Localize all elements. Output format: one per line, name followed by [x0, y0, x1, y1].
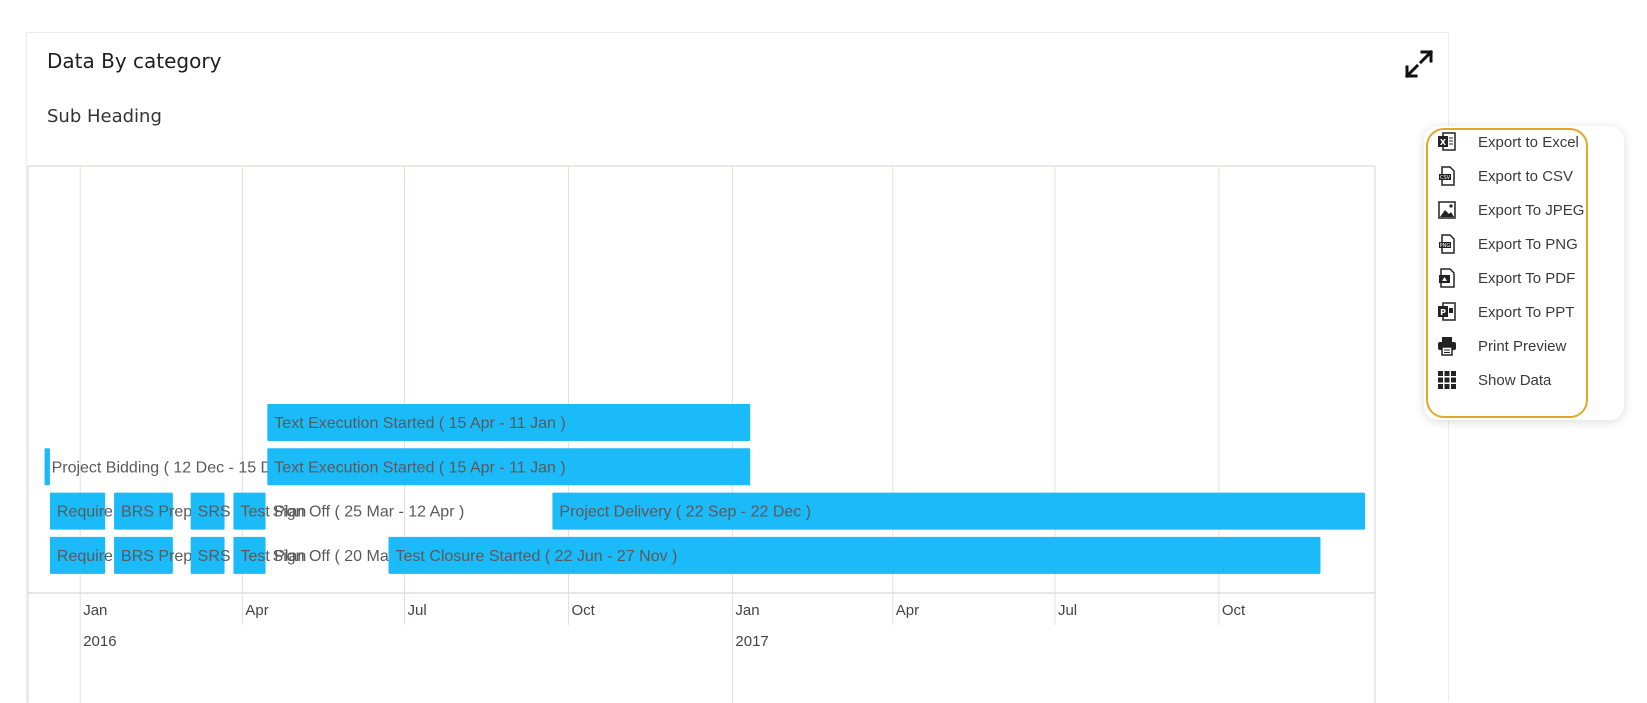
export-csv-label: Export to CSV	[1478, 167, 1574, 185]
timeline-bar-label: BRS Prep	[121, 504, 192, 521]
export-excel-label: Export to Excel	[1478, 133, 1579, 151]
timeline-bar	[114, 536, 173, 574]
timeline-bar	[267, 448, 751, 486]
timeline-bar-label: SRS	[198, 504, 231, 521]
timeline-bar	[267, 404, 751, 441]
timeline-bar	[49, 492, 106, 530]
timeline-bar-label: Project Delivery ( 22 Sep - 22 Dec )	[559, 504, 811, 521]
expand-icon[interactable]	[1403, 48, 1435, 80]
export-pdf-label: Export To PDF	[1478, 269, 1576, 287]
x-tick-label: Jan	[735, 602, 759, 619]
timeline-bar-label: BRS Prep	[121, 548, 192, 565]
timeline-bar-label: Test Plan	[240, 548, 306, 565]
chart-subtitle: Sub Heading	[47, 106, 162, 127]
x-tick-label: Jul	[1058, 602, 1077, 619]
timeline-bar	[233, 536, 266, 574]
x-tick-label: Oct	[571, 602, 595, 619]
timeline-bar	[44, 448, 50, 486]
timeline-bar-label: Sign Off ( 20 Mar	[273, 548, 395, 565]
timeline-bar	[114, 492, 173, 530]
x-tick-label: Apr	[896, 602, 919, 619]
svg-text:CSV: CSV	[1440, 175, 1451, 181]
export-excel-item[interactable]: X Export to Excel	[1436, 128, 1606, 156]
csv-icon: CSV	[1436, 165, 1458, 187]
timeline-bar-label: Text Execution Started ( 15 Apr - 11 Jan…	[274, 459, 565, 476]
timeline-bar-label: Test Closure Started ( 22 Jun - 27 Nov )	[395, 548, 677, 565]
timeline-bar-label: Require	[57, 548, 113, 565]
ppt-icon: P	[1436, 301, 1458, 323]
timeline-bar	[552, 492, 1365, 530]
year-tick-label: 2016	[83, 633, 116, 650]
png-icon: PNG	[1436, 233, 1458, 255]
printer-icon	[1436, 335, 1458, 357]
export-png-item[interactable]: PNG Export To PNG	[1436, 230, 1606, 258]
timeline-bar-label: Test Plan	[240, 504, 306, 521]
export-jpeg-label: Export To JPEG	[1478, 201, 1585, 219]
timeline-bar-label: Sign Off ( 25 Mar - 12 Apr )	[273, 504, 465, 521]
timeline-bar	[49, 536, 106, 574]
svg-text:X: X	[1440, 138, 1447, 147]
export-pdf-item[interactable]: Export To PDF	[1436, 264, 1606, 292]
export-jpeg-item[interactable]: Export To JPEG	[1436, 196, 1606, 224]
timeline-bar-label: Text Execution Started ( 15 Apr - 11 Jan…	[274, 415, 565, 432]
pdf-icon	[1436, 267, 1458, 289]
timeline-bar-label: SRS	[198, 548, 231, 565]
timeline-bar-label: Project Bidding ( 12 Dec - 15 Dec )	[52, 459, 299, 476]
print-preview-item[interactable]: Print Preview	[1436, 332, 1606, 360]
timeline-bar	[190, 536, 225, 574]
svg-text:P: P	[1440, 308, 1446, 317]
print-preview-label: Print Preview	[1478, 337, 1567, 355]
timeline-bar	[190, 492, 225, 530]
excel-icon: X	[1436, 131, 1458, 153]
export-png-label: Export To PNG	[1478, 235, 1578, 253]
x-tick-label: Apr	[245, 602, 268, 619]
jpeg-icon	[1436, 199, 1458, 221]
x-tick-label: Jul	[408, 602, 427, 619]
show-data-item[interactable]: Show Data	[1436, 366, 1606, 394]
export-ppt-item[interactable]: P Export To PPT	[1436, 298, 1606, 326]
chart-title: Data By category	[47, 49, 222, 73]
chart-card: Data By category Sub Heading Jan Apr Jul Oc…	[26, 32, 1449, 703]
export-csv-item[interactable]: CSV Export to CSV	[1436, 162, 1606, 190]
timeline-bar	[233, 492, 266, 530]
grid-icon	[1436, 369, 1458, 391]
svg-text:PNG: PNG	[1440, 243, 1451, 249]
x-tick-label: Jan	[83, 602, 107, 619]
x-tick-label: Oct	[1222, 602, 1246, 619]
timeline-bar-label: Require	[57, 504, 113, 521]
export-ppt-label: Export To PPT	[1478, 303, 1575, 321]
export-menu: X Export to Excel CSV Export to CSV Expo…	[1424, 126, 1624, 420]
timeline-bar	[388, 536, 1321, 574]
show-data-label: Show Data	[1478, 371, 1552, 389]
year-tick-label: 2017	[735, 633, 768, 650]
gantt-chart: Jan Apr Jul Oct Jan Apr Jul Oct 2016 2017 Text Exe…	[27, 165, 1376, 703]
